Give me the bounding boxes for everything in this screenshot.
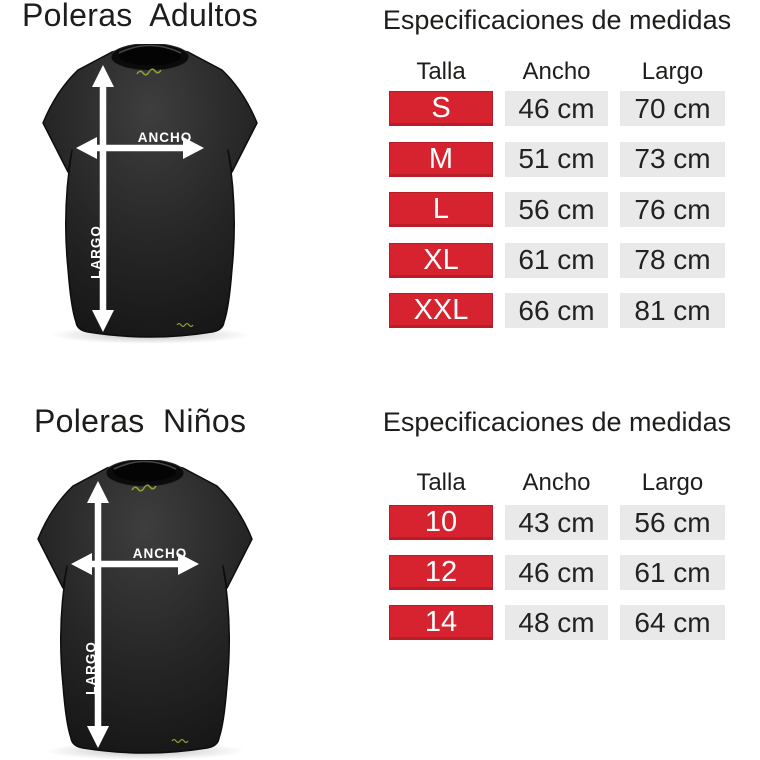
length-arrow xyxy=(92,65,114,332)
column-header-talla: Talla xyxy=(416,58,466,85)
length-cell: 76 cm xyxy=(620,192,725,227)
length-cell: 70 cm xyxy=(620,91,725,126)
width-cell: 51 cm xyxy=(505,141,608,177)
kids-table-rows: 10 43 cm 56 cm 12 46 cm 61 cm 14 48 cm 6… xyxy=(389,505,725,655)
table-row: M 51 cm 73 cm xyxy=(389,141,725,177)
column-header-largo: Largo xyxy=(641,58,704,85)
brand-logo-collar-icon xyxy=(131,484,157,492)
length-cell: 64 cm xyxy=(620,605,725,640)
table-row: 10 43 cm 56 cm xyxy=(389,505,725,540)
column-header-ancho: Ancho xyxy=(522,469,591,496)
size-cell: 12 xyxy=(389,555,493,590)
width-cell: 61 cm xyxy=(505,242,608,278)
largo-label: LARGO xyxy=(89,225,104,279)
kids-table-title: Especificaciones de medidas xyxy=(382,407,732,437)
size-cell: 14 xyxy=(389,605,493,640)
ancho-label: ANCHO xyxy=(133,546,188,561)
collar-inner xyxy=(119,46,181,66)
kids-section-title: Poleras Niños xyxy=(34,403,247,439)
size-cell: S xyxy=(389,91,493,126)
table-row: XXL 66 cm 81 cm xyxy=(389,293,725,328)
width-cell: 66 cm xyxy=(505,293,608,328)
width-cell: 56 cm xyxy=(505,192,608,227)
column-header-largo: Largo xyxy=(641,469,704,496)
length-cell: 73 cm xyxy=(620,141,725,177)
length-cell: 81 cm xyxy=(620,293,725,328)
size-cell: 10 xyxy=(389,505,493,540)
brand-logo-collar-icon xyxy=(136,68,162,76)
table-row: 12 46 cm 61 cm xyxy=(389,555,725,590)
adult-table-header-row: Talla Ancho Largo xyxy=(389,59,725,85)
tshirt-body xyxy=(42,46,258,338)
kids-tshirt-graphic: ANCHO LARGO xyxy=(37,460,253,760)
size-cell: L xyxy=(389,192,493,227)
width-arrow xyxy=(76,137,204,159)
width-arrow xyxy=(71,553,199,575)
largo-label: LARGO xyxy=(84,641,99,695)
collar-highlight xyxy=(118,44,182,54)
ancho-label: ANCHO xyxy=(138,130,193,145)
adult-tshirt-graphic: ANCHO LARGO xyxy=(42,44,258,344)
length-cell: 78 cm xyxy=(620,242,725,278)
adult-table-title: Especificaciones de medidas xyxy=(382,5,732,35)
length-cell: 61 cm xyxy=(620,555,725,590)
width-cell: 48 cm xyxy=(505,605,608,640)
kids-table-header-row: Talla Ancho Largo xyxy=(389,470,725,496)
size-cell: XXL xyxy=(389,293,493,328)
column-header-ancho: Ancho xyxy=(522,58,591,85)
table-row: XL 61 cm 78 cm xyxy=(389,242,725,278)
collar-highlight xyxy=(113,460,177,470)
length-cell: 56 cm xyxy=(620,505,725,540)
collar-inner xyxy=(114,462,176,482)
width-cell: 46 cm xyxy=(505,91,608,126)
width-cell: 46 cm xyxy=(505,555,608,590)
table-row: S 46 cm 70 cm xyxy=(389,91,725,126)
width-cell: 43 cm xyxy=(505,505,608,540)
brand-logo-hem-icon xyxy=(171,738,189,744)
size-cell: M xyxy=(389,141,493,177)
column-header-talla: Talla xyxy=(416,469,466,496)
tshirt-body xyxy=(37,462,253,754)
brand-logo-hem-icon xyxy=(176,322,194,328)
table-row: L 56 cm 76 cm xyxy=(389,192,725,227)
adult-table-rows: S 46 cm 70 cm M 51 cm 73 cm L 56 cm 76 c… xyxy=(389,91,725,344)
size-cell: XL xyxy=(389,242,493,278)
adult-section-title: Poleras Adultos xyxy=(22,0,259,33)
table-row: 14 48 cm 64 cm xyxy=(389,605,725,640)
length-arrow xyxy=(87,481,109,748)
